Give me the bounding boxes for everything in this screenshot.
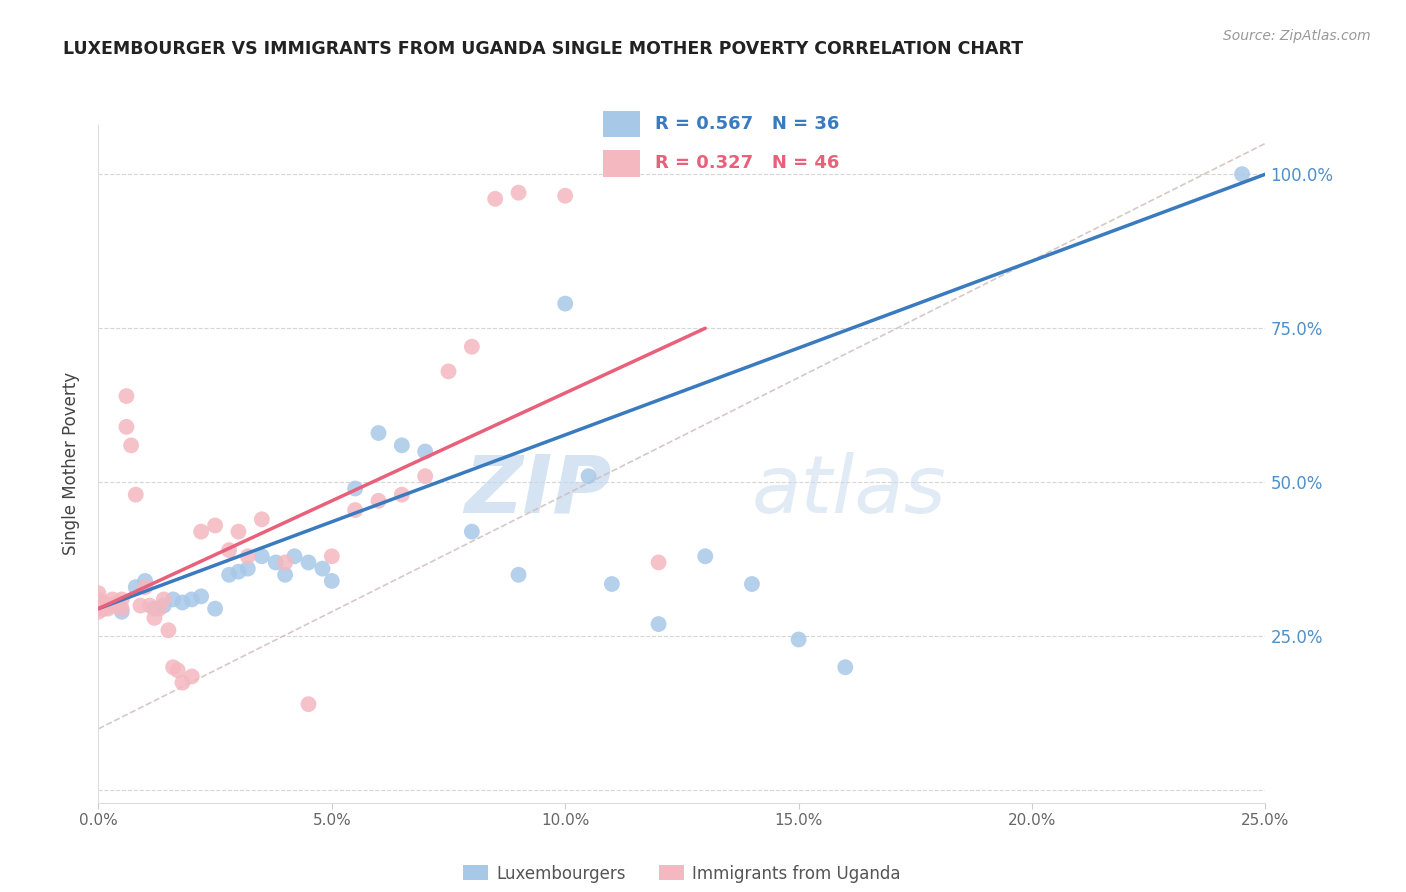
Point — [274, 567, 297, 582]
Point — [91, 601, 114, 615]
Point — [297, 556, 319, 570]
Point — [162, 592, 184, 607]
Point — [125, 488, 148, 502]
Point — [125, 580, 148, 594]
Point — [461, 340, 484, 354]
Point — [461, 524, 484, 539]
Text: R = 0.567   N = 36: R = 0.567 N = 36 — [655, 115, 839, 133]
Point — [391, 488, 413, 502]
Point — [1230, 167, 1253, 181]
Point — [172, 595, 194, 609]
Point — [180, 669, 202, 683]
Point — [157, 624, 180, 638]
Point — [250, 512, 273, 526]
Point — [152, 599, 174, 613]
Point — [367, 425, 389, 440]
Point — [554, 188, 576, 202]
Point — [180, 592, 202, 607]
Point — [143, 601, 166, 615]
Point — [297, 697, 319, 711]
Point — [101, 599, 124, 613]
Point — [91, 595, 114, 609]
Point — [111, 605, 134, 619]
Point — [162, 660, 184, 674]
Point — [741, 577, 763, 591]
Point — [391, 438, 413, 452]
Point — [87, 592, 110, 607]
Point — [228, 565, 250, 579]
Point — [437, 364, 460, 378]
Point — [600, 577, 623, 591]
Y-axis label: Single Mother Poverty: Single Mother Poverty — [62, 372, 80, 556]
Point — [115, 420, 138, 434]
Point — [111, 601, 134, 615]
Point — [97, 599, 120, 613]
Point — [283, 549, 305, 564]
Point — [578, 469, 600, 483]
Point — [139, 599, 162, 613]
Point — [129, 599, 152, 613]
FancyBboxPatch shape — [603, 111, 640, 137]
Point — [264, 556, 287, 570]
FancyBboxPatch shape — [603, 150, 640, 177]
Point — [344, 482, 367, 496]
Point — [87, 586, 110, 600]
Point — [508, 186, 530, 200]
Text: R = 0.327   N = 46: R = 0.327 N = 46 — [655, 154, 839, 172]
Point — [172, 675, 194, 690]
Point — [111, 592, 134, 607]
Point — [87, 605, 110, 619]
Point — [834, 660, 856, 674]
Point — [204, 518, 226, 533]
Text: ZIP: ZIP — [464, 452, 612, 530]
Point — [321, 574, 343, 588]
Point — [190, 524, 212, 539]
Legend: Luxembourgers, Immigrants from Uganda: Luxembourgers, Immigrants from Uganda — [463, 864, 901, 882]
Point — [120, 438, 142, 452]
Point — [236, 549, 259, 564]
Point — [228, 524, 250, 539]
Point — [647, 556, 669, 570]
Text: Source: ZipAtlas.com: Source: ZipAtlas.com — [1223, 29, 1371, 43]
Point — [413, 469, 436, 483]
Point — [218, 543, 240, 558]
Point — [166, 663, 188, 677]
Point — [311, 561, 333, 575]
Text: atlas: atlas — [752, 452, 946, 530]
Point — [484, 192, 506, 206]
Point — [554, 296, 576, 310]
Point — [190, 590, 212, 604]
Text: LUXEMBOURGER VS IMMIGRANTS FROM UGANDA SINGLE MOTHER POVERTY CORRELATION CHART: LUXEMBOURGER VS IMMIGRANTS FROM UGANDA S… — [63, 40, 1024, 58]
Point — [143, 611, 166, 625]
Point — [344, 503, 367, 517]
Point — [236, 561, 259, 575]
Point — [413, 444, 436, 458]
Point — [204, 601, 226, 615]
Point — [134, 580, 156, 594]
Point — [91, 601, 114, 615]
Point — [115, 389, 138, 403]
Point — [218, 567, 240, 582]
Point — [101, 592, 124, 607]
Point — [134, 574, 156, 588]
Point — [97, 601, 120, 615]
Point — [647, 617, 669, 632]
Point — [148, 601, 170, 615]
Point — [152, 592, 174, 607]
Point — [508, 567, 530, 582]
Point — [274, 556, 297, 570]
Point — [367, 493, 389, 508]
Point — [695, 549, 717, 564]
Point — [787, 632, 810, 647]
Point — [321, 549, 343, 564]
Point — [105, 595, 128, 609]
Point — [250, 549, 273, 564]
